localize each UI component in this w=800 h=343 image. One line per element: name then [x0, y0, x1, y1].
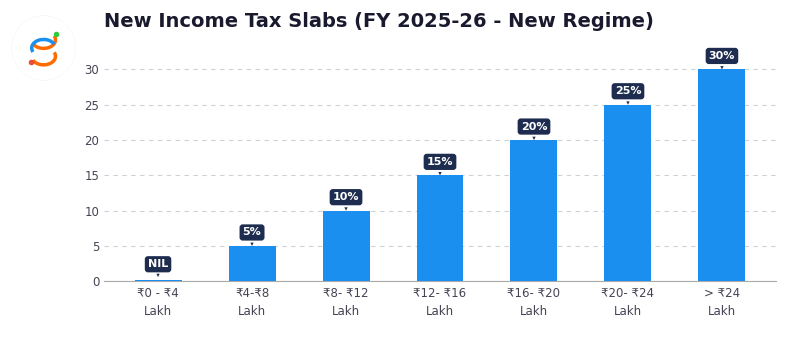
Bar	[510, 140, 558, 281]
Text: 10%: 10%	[333, 192, 359, 211]
Circle shape	[12, 16, 75, 80]
Bar	[322, 211, 370, 281]
Bar	[229, 246, 275, 281]
Bar	[134, 280, 182, 281]
Text: 20%: 20%	[521, 121, 547, 140]
Bar	[417, 175, 463, 281]
Bar	[605, 105, 651, 281]
Text: 30%: 30%	[709, 51, 735, 69]
Text: New Income Tax Slabs (FY 2025-26 - New Regime): New Income Tax Slabs (FY 2025-26 - New R…	[104, 12, 654, 31]
Text: 5%: 5%	[242, 227, 262, 246]
Bar	[698, 69, 746, 281]
Text: 25%: 25%	[614, 86, 642, 105]
Text: NIL: NIL	[148, 259, 168, 277]
Text: 15%: 15%	[426, 157, 454, 175]
